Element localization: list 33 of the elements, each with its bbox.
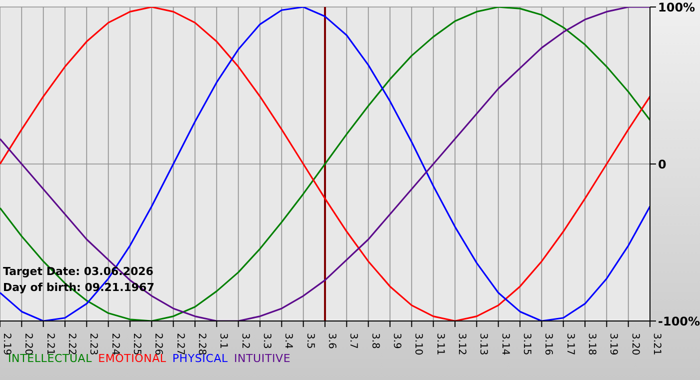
x-tick-label: 3.19 <box>608 333 619 356</box>
x-tick-label: 3.1 <box>218 333 229 349</box>
x-tick-label: 3.15 <box>521 333 532 356</box>
x-tick-label: 3.3 <box>261 333 272 349</box>
x-tick-label: 3.21 <box>651 333 662 356</box>
x-tick-label: 3.4 <box>282 333 294 349</box>
x-tick-label: 3.12 <box>456 333 467 356</box>
x-tick-label: 3.13 <box>478 333 489 356</box>
y-tick-label: -100% <box>658 314 700 328</box>
x-tick-label: 2.23 <box>88 333 99 356</box>
x-tick-label: 3.18 <box>586 333 597 356</box>
x-tick-label: 2.20 <box>22 333 34 356</box>
x-tick-label: 2.24 <box>109 333 120 356</box>
y-tick-label: 0 <box>658 157 666 172</box>
y-tick-label: 100% <box>658 0 696 14</box>
x-tick-label: 3.20 <box>629 333 640 356</box>
x-tick-label: 2.26 <box>152 333 164 356</box>
x-tick-label: 2.19 <box>1 333 12 356</box>
x-tick-label: 3.16 <box>542 333 554 356</box>
x-tick-label: 3.8 <box>369 333 380 349</box>
x-tick-label: 3.6 <box>326 333 337 349</box>
x-tick-label: 3.9 <box>391 333 402 349</box>
x-tick-label: 3.7 <box>348 333 359 349</box>
x-tick-label: 3.14 <box>499 333 510 356</box>
x-tick-label: 3.2 <box>239 333 250 349</box>
x-tick-label: 3.10 <box>412 333 424 356</box>
x-tick-label: 2.21 <box>44 333 56 356</box>
x-tick-label: 3.11 <box>434 333 446 356</box>
x-tick-label: 3.5 <box>304 333 316 349</box>
text: INTUITIVE <box>234 352 291 365</box>
x-tick-label: 3.17 <box>564 333 576 356</box>
x-tick-label: 2.25 <box>131 333 142 356</box>
x-tick-label: 2.22 <box>66 333 77 356</box>
